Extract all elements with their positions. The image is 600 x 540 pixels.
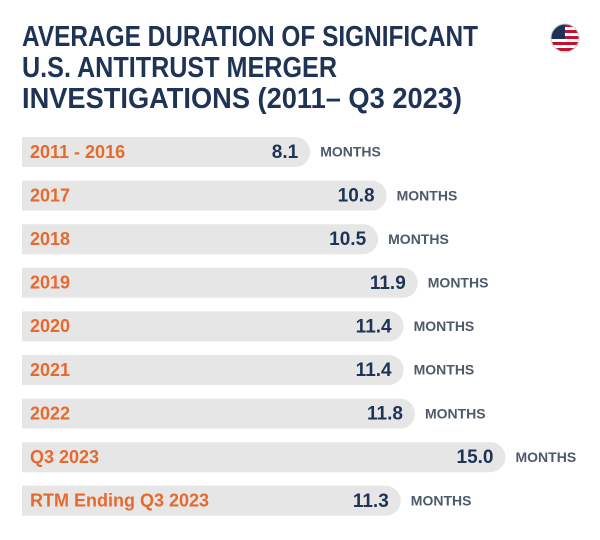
value-label: 11.8 [367,404,403,425]
bar [22,137,311,167]
bar [22,224,379,255]
unit-label: MONTHS [320,144,381,160]
chart-title: U.S. ANTITRUST MERGER [22,52,337,84]
category-label: Q3 2023 [30,447,99,467]
category-label: RTM Ending Q3 2023 [30,491,209,511]
unit-label: MONTHS [428,275,489,291]
category-label: 2017 [30,185,70,205]
chart-title: AVERAGE DURATION OF SIGNIFICANT [22,21,478,53]
unit-label: MONTHS [411,493,472,509]
chart-title: INVESTIGATIONS (2011– Q3 2023) [22,83,462,115]
value-label: 10.5 [329,229,366,250]
flag-icon [550,23,580,53]
value-label: 11.3 [353,491,389,512]
value-label: 8.1 [272,142,299,163]
category-label: 2019 [30,273,70,293]
value-label: 11.4 [356,316,392,337]
unit-label: MONTHS [388,231,449,247]
bar [22,267,418,298]
value-label: 15.0 [457,447,494,468]
bar [22,398,415,429]
category-label: 2021 [30,360,70,380]
value-label: 11.9 [370,273,406,294]
value-label: 10.8 [338,186,375,207]
category-label: 2022 [30,403,70,423]
bar [22,180,387,211]
bar [22,442,506,473]
category-label: 2011 - 2016 [30,142,125,162]
bar [22,485,401,516]
unit-label: MONTHS [414,362,475,378]
unit-label: MONTHS [425,405,486,421]
value-label: 11.4 [356,360,392,381]
category-label: 2018 [30,229,70,249]
unit-label: MONTHS [414,318,475,334]
bar [22,355,404,385]
unit-label: MONTHS [516,449,577,465]
unit-label: MONTHS [397,187,458,203]
bar [22,311,404,342]
category-label: 2020 [30,316,70,336]
